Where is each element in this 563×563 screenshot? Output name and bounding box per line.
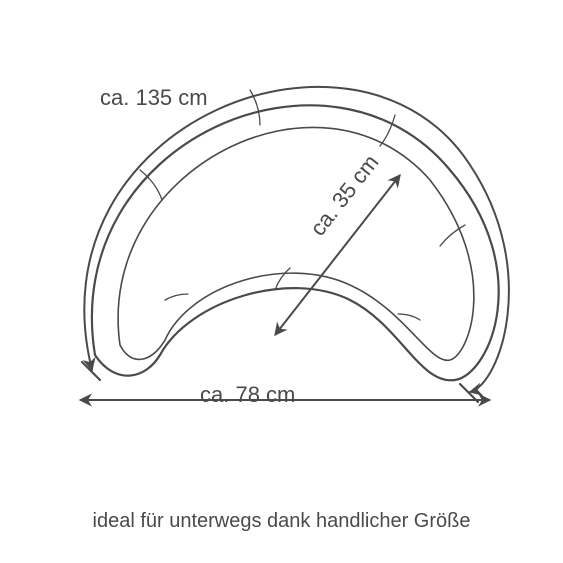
seam-mark	[165, 294, 188, 300]
diagram-stage: ca. 135 cm ca. 35 cm ca. 78 cm ideal für…	[0, 0, 563, 563]
diagram-svg	[0, 0, 563, 563]
width-label: ca. 78 cm	[200, 382, 295, 408]
seam-mark	[398, 314, 420, 320]
outer-arc-label: ca. 135 cm	[100, 85, 208, 111]
pillow-outer-outline	[92, 105, 499, 380]
pillow-inner-seam	[118, 127, 474, 360]
seam-mark	[140, 170, 162, 200]
caption-text: ideal für unterwegs dank handlicher Größ…	[0, 510, 563, 533]
seam-mark	[275, 268, 290, 290]
